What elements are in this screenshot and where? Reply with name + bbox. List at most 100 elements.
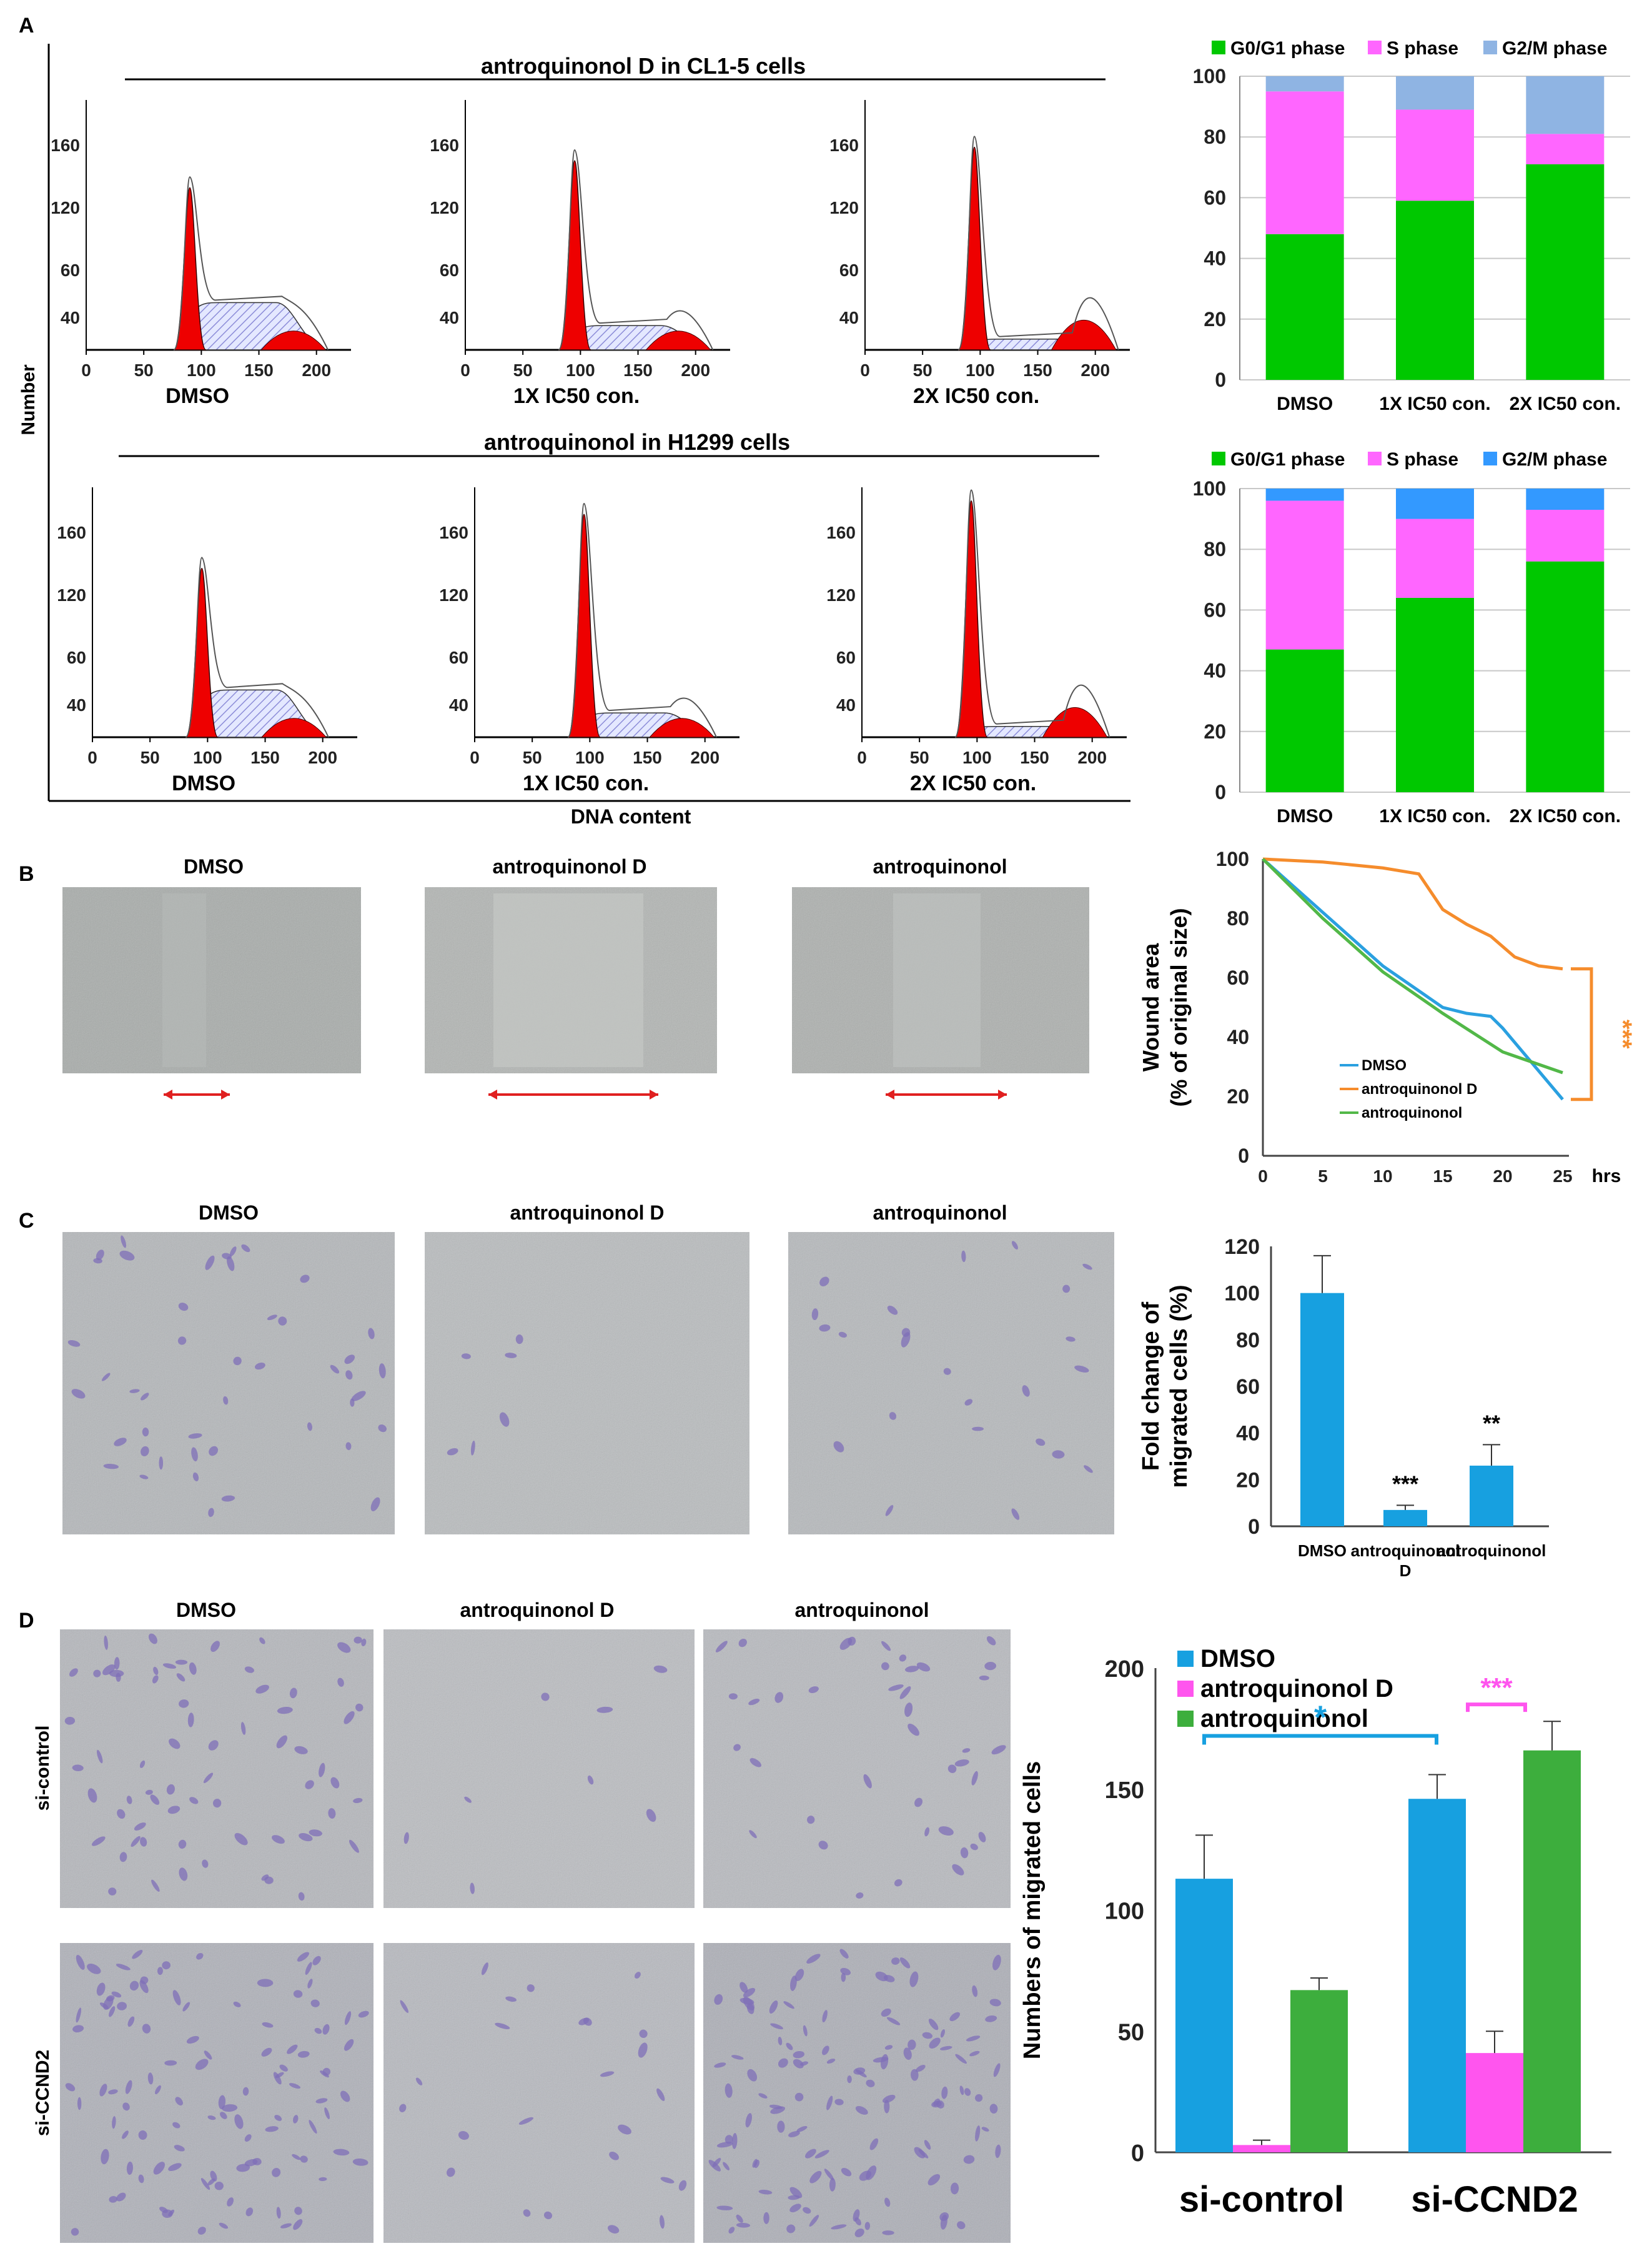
stained-cell (656, 2088, 665, 2101)
wound-series-line-dmso (1262, 858, 1564, 1101)
wound-legend-label: antroquinonol D (1362, 1081, 1477, 1098)
histogram-y-tick-label: 60 (67, 648, 86, 667)
stained-cell (162, 1961, 171, 1970)
stained-cell (738, 1638, 747, 1647)
stained-cell (205, 1255, 215, 1270)
legend-swatch (1368, 452, 1382, 465)
stained-cell (319, 1762, 325, 1777)
stained-cell (971, 1771, 978, 1786)
stacked-bar-segment-s-phase (1265, 500, 1344, 650)
stained-cell (65, 2083, 76, 2092)
stained-cell (218, 2095, 226, 2110)
x-category-label: 1X IC50 con. (1379, 806, 1490, 827)
stained-cell (715, 1641, 728, 1652)
histogram-y-tick-label: 120 (57, 585, 86, 605)
stained-cell (725, 2083, 733, 2098)
stained-cell (955, 2054, 967, 2064)
migration-y-tick-label: 100 (1224, 1282, 1260, 1306)
histogram-x-tick-label: 100 (966, 360, 995, 380)
stained-cell (191, 1447, 198, 1462)
histogram-group: 0 50 100 150 200 40 60 120 160 DMSO 0 50 100 150 200 40… (51, 100, 1130, 795)
legend-label: G0/G1 phase (1230, 449, 1345, 470)
stained-cell (122, 2102, 130, 2111)
stained-cell (403, 1832, 409, 1844)
stained-cell (993, 2063, 1001, 2077)
histogram-x-tick-label: 100 (962, 748, 992, 767)
histogram-x-tick-label: 100 (193, 748, 222, 767)
sirna-significance-stars: *** (1480, 1672, 1513, 1703)
stained-cell (320, 2070, 329, 2078)
stacked-bar-segment-g0-g1-phase (1526, 164, 1605, 380)
stained-cell (928, 2019, 939, 2030)
stained-cell (834, 2099, 844, 2105)
wound-y-tick-label: 40 (1227, 1026, 1249, 1048)
stained-cell (96, 1250, 104, 1260)
stained-cell (829, 2177, 836, 2192)
stained-cell (819, 1324, 831, 1332)
stained-cell (778, 2058, 788, 2068)
stained-cell (167, 1806, 181, 1814)
stained-cell (233, 2001, 241, 2007)
image-label-c-aq: antroquinonol (873, 1201, 1007, 1224)
stained-cell (67, 1339, 81, 1347)
histogram-y-tick-label: 40 (67, 695, 86, 715)
stained-cell (207, 2115, 216, 2120)
stained-cell (276, 2207, 281, 2219)
stained-cell (139, 1474, 149, 1479)
histogram-y-tick-label: 160 (826, 523, 856, 542)
stained-cell (822, 2010, 828, 2023)
stained-cell (991, 1745, 1006, 1755)
stained-cell (178, 1303, 189, 1311)
stained-cell (151, 1879, 160, 1892)
stained-cell (117, 2002, 127, 2010)
wound-series-line-antroquinonol (1262, 858, 1563, 1075)
stained-cell (140, 1837, 147, 1847)
stained-cell (807, 1816, 815, 1824)
stained-cell (150, 1794, 160, 1805)
stained-cell (192, 1472, 199, 1482)
stained-cell (324, 2107, 330, 2120)
panel-letter-c: C (19, 1209, 34, 1233)
histogram-x-tick-label: 0 (81, 360, 91, 380)
stained-cell (234, 2114, 244, 2129)
stained-cell (121, 1235, 127, 1248)
histogram-g2-peak (645, 330, 711, 350)
y-tick-label: 20 (1204, 720, 1226, 743)
stained-cell (93, 1669, 101, 1677)
stained-cell (962, 1748, 971, 1753)
stained-cell (309, 1829, 322, 1837)
wound-series-line-antroquinonol-d (1262, 857, 1563, 971)
wound-x-tick-label: 5 (1318, 1166, 1328, 1186)
stained-cell (299, 1833, 313, 1842)
histogram-g2-peak (260, 330, 327, 350)
stained-cell (607, 2225, 620, 2234)
histogram-g1-peak (954, 500, 988, 738)
stained-cell (378, 1424, 387, 1433)
stained-cell (889, 1412, 897, 1420)
stained-cell (344, 2011, 352, 2025)
stained-cell (745, 2113, 752, 2128)
stained-cell (464, 1796, 472, 1803)
stained-cell (809, 2215, 819, 2227)
stained-cell (172, 1990, 181, 2005)
stained-cell (279, 2064, 288, 2072)
histogram-x-tick-label: 50 (913, 360, 932, 380)
stained-cell (139, 1980, 149, 1994)
stained-cell (864, 2222, 871, 2230)
stained-cell (1052, 1450, 1065, 1459)
stained-cell (790, 1975, 797, 1991)
stained-cell (899, 1654, 907, 1662)
stained-cell (415, 2077, 423, 2085)
stacked-bar-segment-g0-g1-phase (1265, 649, 1344, 792)
stained-cell (138, 2130, 147, 2140)
stacked-bar-segment-g2-m-phase (1265, 489, 1344, 501)
panel-letter-d: D (19, 1609, 34, 1632)
wound-significance-stars: *** (1609, 1020, 1636, 1049)
stained-cell (964, 1399, 973, 1406)
stained-cell (114, 1438, 127, 1446)
stacked-bar-segment-g0-g1-phase (1265, 234, 1344, 380)
histogram-1: 0 50 100 150 200 40 60 120 160 DMSO (51, 100, 351, 408)
stained-cell (168, 2163, 182, 2172)
y-tick-label: 100 (1193, 65, 1226, 87)
stained-cell (908, 2039, 916, 2050)
